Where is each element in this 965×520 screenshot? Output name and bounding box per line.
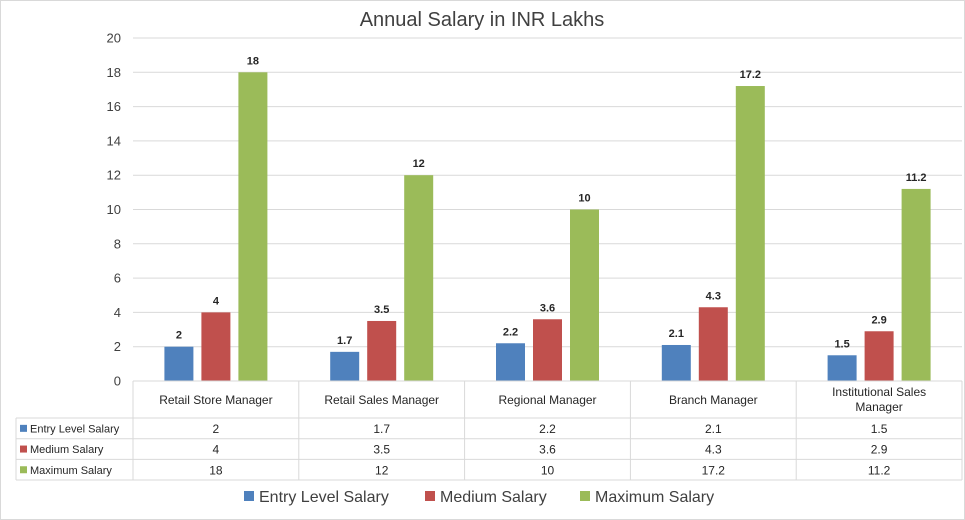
category-label: Retail Sales Manager xyxy=(324,393,439,407)
bars xyxy=(164,72,931,382)
data-label: 2.9 xyxy=(871,314,886,326)
category-label: Institutional Sales xyxy=(832,385,926,399)
category-label: Branch Manager xyxy=(669,393,758,407)
y-tick-label: 14 xyxy=(107,133,121,148)
category-label: Manager xyxy=(855,400,902,414)
gridlines xyxy=(133,37,962,382)
y-tick-label: 16 xyxy=(107,99,121,114)
bar xyxy=(496,343,525,381)
table-cell: 2.2 xyxy=(539,422,556,436)
legend-label: Medium Salary xyxy=(440,489,547,506)
table-cell: 2.1 xyxy=(705,422,722,436)
table-cell: 2 xyxy=(213,422,220,436)
data-label: 2 xyxy=(176,330,182,342)
table-series-name: Medium Salary xyxy=(30,444,104,456)
category-label: Regional Manager xyxy=(498,393,596,407)
data-label: 10 xyxy=(578,193,590,205)
category-label: Retail Store Manager xyxy=(159,393,272,407)
legend-label: Entry Level Salary xyxy=(259,489,389,506)
y-tick-label: 2 xyxy=(114,339,121,354)
data-label: 12 xyxy=(413,158,425,170)
table-cell: 17.2 xyxy=(702,463,726,477)
data-label: 2.1 xyxy=(669,328,684,340)
data-labels: 2 1.7 2.2 2.1 1.5 4 3.5 3.6 4.3 2.9 18 12 10 17.2 11.2 xyxy=(176,55,927,350)
data-label: 4.3 xyxy=(706,290,721,302)
bar xyxy=(404,175,434,381)
y-tick-label: 18 xyxy=(107,65,121,80)
data-label: 17.2 xyxy=(740,69,761,81)
bar xyxy=(570,209,599,381)
bar xyxy=(367,320,397,381)
bar xyxy=(201,312,231,381)
table-cell: 11.2 xyxy=(868,463,891,477)
bar xyxy=(698,307,728,381)
y-tick-label: 12 xyxy=(107,168,121,183)
data-label: 1.7 xyxy=(337,335,352,347)
legend-key xyxy=(244,491,254,501)
bar xyxy=(735,86,765,382)
legend-key xyxy=(425,491,435,501)
table-series-name: Maximum Salary xyxy=(30,465,112,477)
data-label: 2.2 xyxy=(503,326,518,338)
table-cell: 4.3 xyxy=(705,443,722,457)
bar xyxy=(330,351,360,381)
data-table: Retail Store Manager Retail Sales Manager… xyxy=(15,380,963,481)
legend: Entry Level Salary Medium Salary Maximum S… xyxy=(244,489,714,506)
table-cell: 3.6 xyxy=(539,443,556,457)
data-label: 3.5 xyxy=(374,304,389,316)
table-legend-key xyxy=(20,424,27,432)
table-cell: 10 xyxy=(541,463,555,477)
y-tick-label: 8 xyxy=(114,236,121,251)
bar xyxy=(533,319,562,381)
data-label: 4 xyxy=(213,295,220,307)
table-cell: 4 xyxy=(213,443,220,457)
table-legend-key xyxy=(20,466,27,474)
y-tick-label: 10 xyxy=(107,202,121,217)
table-cell: 2.9 xyxy=(871,443,888,457)
table-cell: 1.5 xyxy=(871,422,888,436)
data-label: 18 xyxy=(247,55,259,67)
bar xyxy=(827,355,857,381)
data-label: 11.2 xyxy=(906,172,927,184)
y-tick-label: 4 xyxy=(114,305,121,320)
y-tick-label: 6 xyxy=(114,271,121,286)
bar xyxy=(901,188,931,381)
data-label: 3.6 xyxy=(540,302,555,314)
bar xyxy=(238,72,268,382)
bar xyxy=(661,344,691,381)
bar xyxy=(864,331,894,381)
y-axis-ticks: 0 2 4 6 8 10 12 14 16 18 20 xyxy=(107,31,121,389)
table-series-name: Entry Level Salary xyxy=(30,423,120,435)
legend-key xyxy=(580,491,590,501)
chart-title: Annual Salary in INR Lakhs xyxy=(360,9,605,31)
bar xyxy=(164,346,194,381)
data-label: 1.5 xyxy=(834,338,849,350)
table-cell: 3.5 xyxy=(373,443,390,457)
y-tick-label: 20 xyxy=(107,31,121,46)
legend-label: Maximum Salary xyxy=(595,489,714,506)
table-cell: 1.7 xyxy=(373,422,390,436)
table-cell: 12 xyxy=(375,463,389,477)
table-cell: 18 xyxy=(209,463,223,477)
table-legend-key xyxy=(20,445,27,453)
y-tick-label: 0 xyxy=(114,374,121,389)
